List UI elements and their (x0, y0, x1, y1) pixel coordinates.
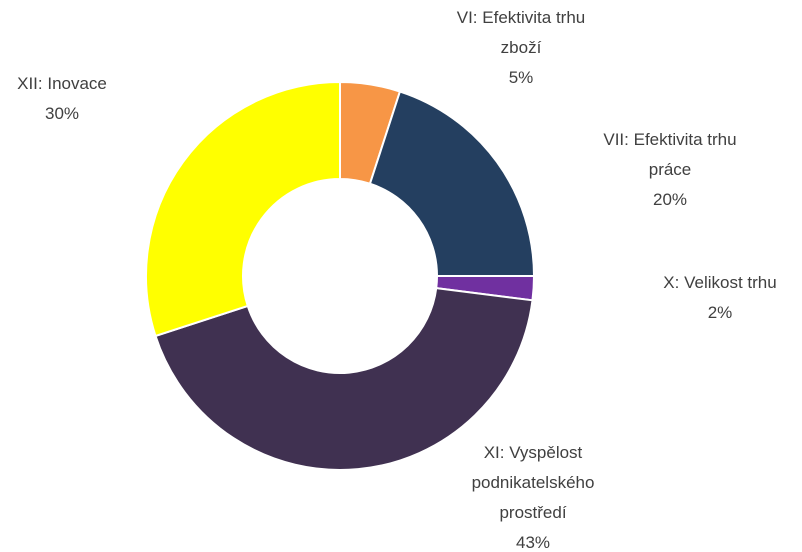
value-label: 43% (515, 533, 551, 552)
donut-slice (368, 90, 536, 277)
value-label: 30% (44, 104, 80, 123)
slice-label: VI: Efektivita trhu zboží 5% (436, 3, 606, 93)
value-label: 5% (508, 68, 534, 87)
donut-slice (145, 80, 341, 338)
category-label: XI: Vyspělost podnikatelského prostředí (471, 443, 595, 522)
category-label: VII: Efektivita trhu práce (603, 130, 737, 179)
category-label: XII: Inovace (17, 74, 107, 93)
value-label: 20% (652, 190, 688, 209)
slice-label: VII: Efektivita trhu práce 20% (585, 125, 755, 215)
slice-label: X: Velikost trhu 2% (635, 268, 802, 328)
slice-label: XI: Vyspělost podnikatelského prostředí 4… (458, 438, 608, 552)
slice-label: XII: Inovace 30% (0, 69, 137, 129)
value-label: 2% (707, 303, 733, 322)
donut-slice (154, 287, 534, 471)
category-label: VI: Efektivita trhu zboží (456, 8, 586, 57)
category-label: X: Velikost trhu (663, 273, 777, 292)
